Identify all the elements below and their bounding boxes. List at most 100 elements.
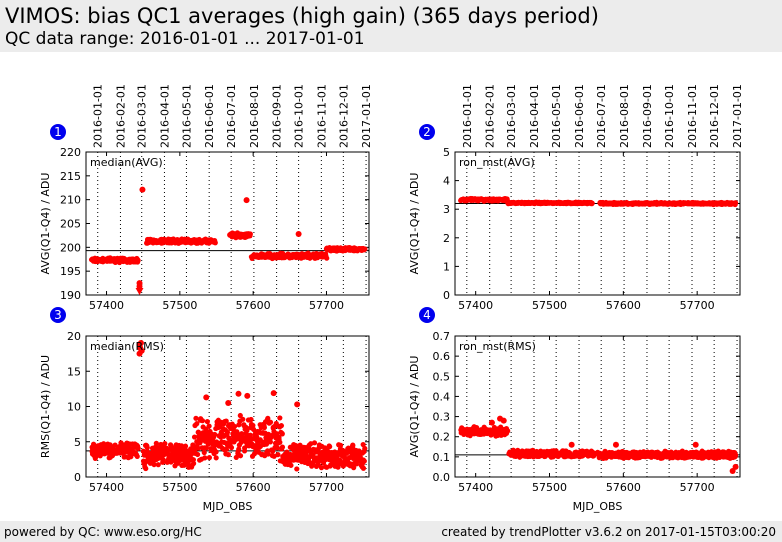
x-tick-label: 57400: [89, 299, 124, 312]
y-tick-label: 1: [443, 260, 450, 273]
data-point: [228, 444, 235, 451]
x-tick-label: 57700: [680, 299, 715, 312]
data-point: [360, 441, 366, 448]
y-tick-label: 220: [60, 146, 81, 159]
date-tick-label: 2016-11-01: [315, 84, 328, 148]
y-tick-label: 0.5: [433, 370, 451, 383]
data-point: [224, 429, 231, 435]
data-point: [190, 460, 197, 467]
y-tick-label: 0.2: [433, 431, 451, 444]
data-point: [201, 449, 207, 456]
data-point: [191, 434, 198, 440]
x-tick-label: 57600: [606, 481, 641, 494]
data-point: [195, 445, 201, 451]
x-tick-label: 57500: [532, 299, 567, 312]
data-point: [206, 423, 212, 429]
panel-number-badge: [50, 124, 66, 140]
x-tick-label: 57500: [162, 299, 197, 312]
data-point: [311, 440, 318, 446]
data-point: [212, 431, 218, 438]
x-tick-label: 57700: [680, 481, 715, 494]
data-point: [199, 418, 206, 424]
y-tick-label: 0.7: [433, 330, 451, 343]
x-tick-label: 57400: [458, 299, 493, 312]
y-tick-label: 3: [443, 203, 450, 216]
panel-3: RMS(Q1-Q4) / ADU 3: [39, 307, 370, 478]
data-point: [277, 415, 283, 421]
date-tick-label: 2016-02-01: [114, 84, 127, 148]
data-point: [135, 257, 141, 264]
y-tick-label: 0: [74, 471, 81, 484]
y-tick-label: 205: [60, 218, 81, 231]
y-tick-label: 215: [60, 170, 81, 183]
date-tick-label: 2017-01-01: [731, 84, 744, 148]
data-point: [279, 431, 285, 437]
panel-2: 2016-01-01 2016-02-01 2016-03-01 2016-04-01…: [408, 84, 744, 296]
data-point: [270, 390, 277, 397]
x-tick-label: 57600: [606, 299, 641, 312]
data-point: [288, 462, 294, 468]
data-point: [612, 441, 619, 448]
date-tick-label: 2016-06-01: [203, 84, 216, 148]
data-point: [505, 428, 511, 434]
data-point: [361, 458, 367, 464]
date-tick-label: 2016-04-01: [158, 84, 171, 148]
data-point: [327, 444, 333, 450]
date-tick-label: 2016-05-01: [550, 84, 563, 148]
data-point: [732, 463, 739, 470]
data-point: [212, 240, 218, 246]
data-point: [160, 456, 166, 463]
data-point: [153, 440, 159, 446]
data-point: [360, 465, 367, 471]
data-point: [203, 394, 210, 401]
data-point: [275, 452, 281, 458]
x-tick-label: 57400: [89, 481, 124, 494]
y-tick-label: 0.3: [433, 411, 451, 424]
x-tick-label: 57500: [162, 481, 197, 494]
data-point: [362, 445, 368, 452]
y-tick-label: 4: [443, 175, 450, 188]
data-point: [274, 445, 280, 451]
data-point: [337, 442, 344, 448]
data-point: [193, 415, 199, 421]
data-point: [362, 246, 368, 252]
data-point: [213, 455, 219, 461]
data-point: [351, 465, 357, 471]
y-tick-label: 190: [60, 289, 81, 302]
data-point: [182, 443, 189, 449]
date-tick-label: 2016-07-01: [225, 84, 238, 148]
y-axis-label: AVG(Q1-Q4) / ADU: [39, 173, 52, 275]
data-point: [240, 416, 246, 422]
panel-label: median(AVG): [90, 156, 163, 169]
date-tick-label: 2016-11-01: [686, 84, 699, 148]
panel-number-badge: [419, 307, 435, 323]
data-point: [231, 423, 238, 430]
page-subtitle: QC data range: 2016-01-01 ... 2017-01-01: [5, 29, 365, 49]
data-point: [267, 439, 274, 445]
data-point: [278, 423, 285, 429]
date-tick-label: 2016-05-01: [180, 84, 193, 148]
data-point: [241, 448, 248, 454]
panel-1: 2016-01-01 2016-02-01 2016-03-01 2016-04-01…: [39, 84, 373, 296]
date-tick-label: 2016-04-01: [528, 84, 541, 148]
data-point: [279, 444, 286, 450]
y-tick-label: 0.0: [433, 471, 451, 484]
date-tick-label: 2016-03-01: [505, 84, 518, 148]
date-tick-label: 2016-10-01: [663, 84, 676, 148]
y-axis-label: RMS(Q1-Q4) / ADU: [39, 355, 52, 458]
x-tick-label: 57700: [309, 481, 344, 494]
data-point: [295, 230, 302, 237]
data-point: [194, 421, 200, 427]
data-point: [135, 445, 141, 451]
data-point: [237, 412, 243, 419]
data-point: [206, 455, 213, 461]
data-point: [151, 461, 157, 468]
data-point: [190, 457, 197, 463]
y-tick-label: 0: [443, 289, 450, 302]
date-tick-label: 2016-07-01: [595, 84, 608, 148]
x-tick-label: 57400: [458, 481, 493, 494]
data-point: [243, 197, 250, 204]
footer-powered-by: powered by QC: www.eso.org/HC: [4, 525, 202, 539]
panel-label: median(RMS): [90, 340, 164, 353]
data-point: [203, 426, 209, 432]
